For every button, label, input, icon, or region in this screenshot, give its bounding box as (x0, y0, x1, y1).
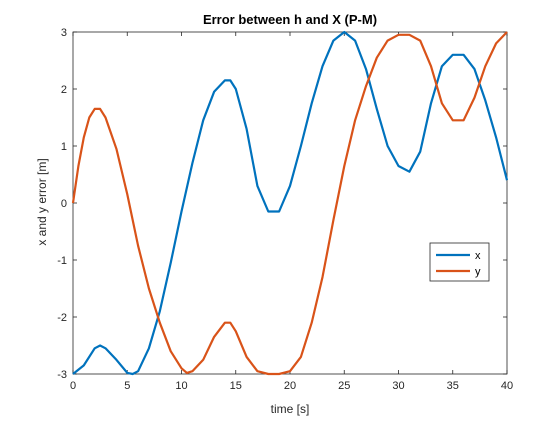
x-tick-label: 30 (392, 380, 404, 392)
x-tick-label: 5 (124, 380, 130, 392)
y-tick-label: -3 (57, 369, 67, 381)
x-tick-label: 15 (230, 380, 242, 392)
x-axis-label: time [s] (271, 402, 310, 416)
legend-label-y: y (475, 266, 481, 278)
y-axis-label: x and y error [m] (35, 158, 49, 245)
y-tick-label: 3 (61, 27, 67, 39)
x-tick-label: 35 (447, 380, 459, 392)
x-tick-label: 20 (284, 380, 296, 392)
series-line-x (72, 30, 509, 376)
y-tick-label: -1 (57, 255, 67, 267)
x-tick-label: 0 (70, 380, 76, 392)
y-tick-label: 1 (61, 141, 67, 153)
x-tick-label: 40 (501, 380, 513, 392)
chart-title: Error between h and X (P-M) (203, 12, 377, 27)
plot-area: 0 5 10 15 20 25 30 35 40 -3 -2 -1 0 1 2 3 xy (57, 27, 513, 392)
y-tick-label: 2 (61, 84, 67, 96)
x-tick-label: 10 (175, 380, 187, 392)
x-tick-label: 25 (338, 380, 350, 392)
legend (429, 242, 490, 282)
y-tick-label: -2 (57, 312, 67, 324)
y-tick-label: 0 (61, 198, 67, 210)
legend-label-x: x (475, 250, 481, 262)
plot-box (72, 31, 508, 375)
series-line-y (71, 31, 508, 376)
